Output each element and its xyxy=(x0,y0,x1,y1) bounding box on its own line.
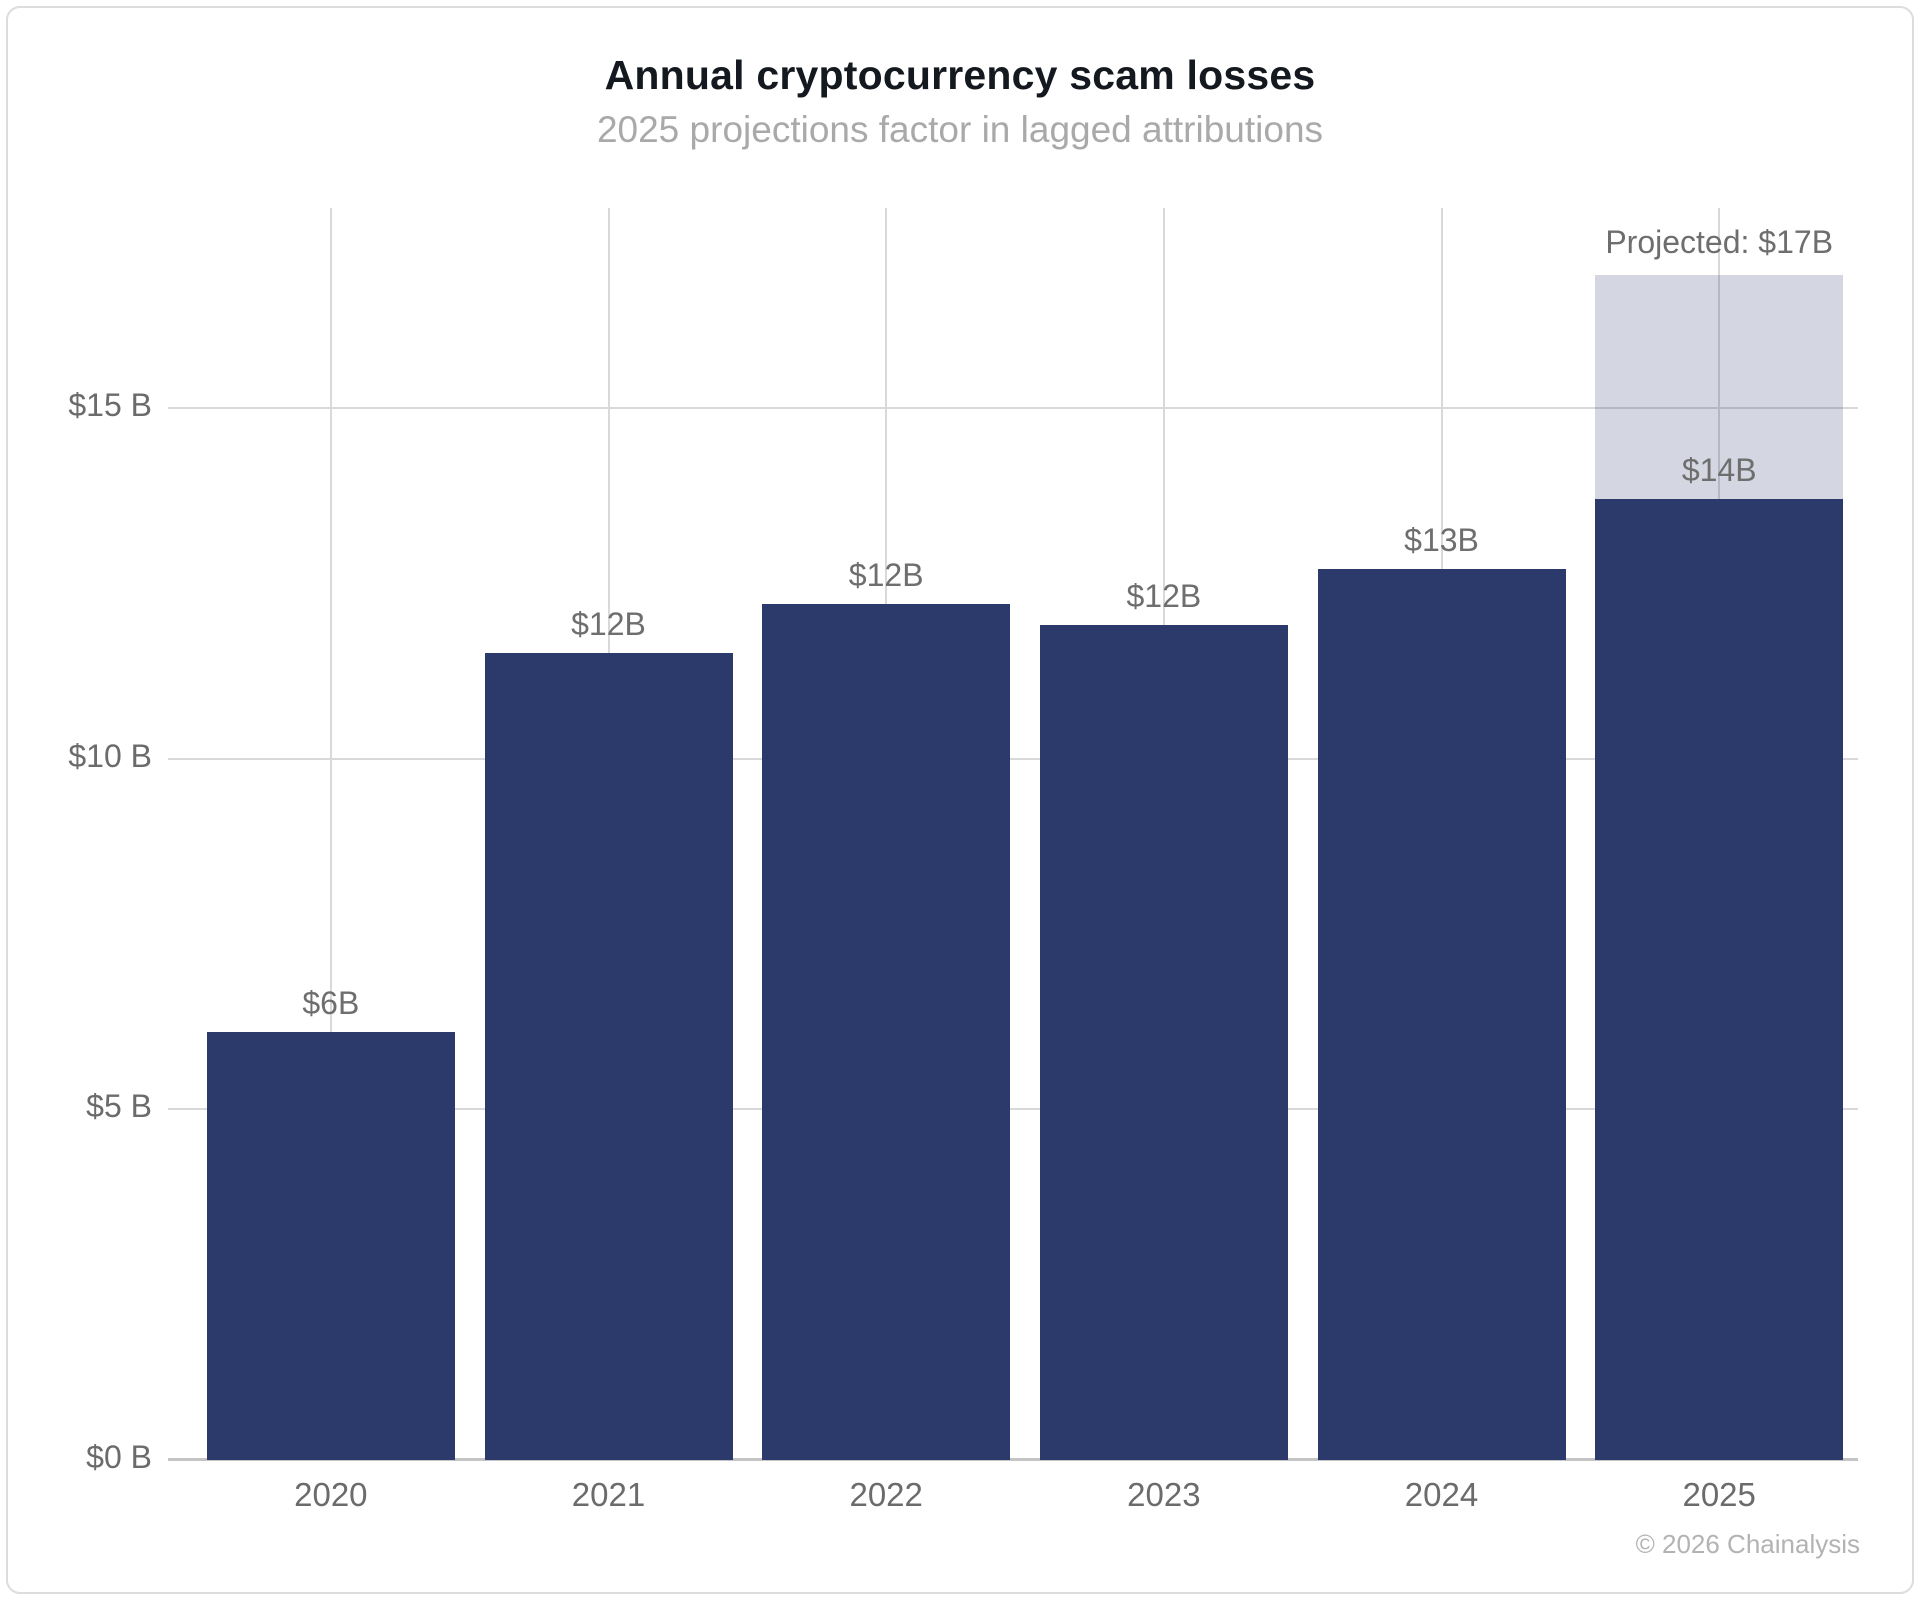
chart-title: Annual cryptocurrency scam losses xyxy=(604,52,1316,98)
bar-2021 xyxy=(484,653,733,1460)
plot-area: $0 B $5 B $10 B $15 B $6B 2020 $12B 2021 $12B 202… xyxy=(68,208,1858,1513)
y-tick-label-5b: $5 B xyxy=(86,1088,152,1125)
bar-2023 xyxy=(1039,625,1288,1460)
category-2023: $12B 2023 xyxy=(1025,208,1303,1513)
category-2022: $12B 2022 xyxy=(747,208,1025,1513)
x-axis-label-2020: 2020 xyxy=(294,1476,368,1513)
x-axis-label-2023: 2023 xyxy=(1127,1476,1201,1513)
gridline-10b xyxy=(168,757,1858,760)
bar-value-label-2020: $6B xyxy=(302,985,360,1022)
bar-2024 xyxy=(1317,569,1566,1460)
bar-stack-2024 xyxy=(1317,569,1566,1460)
bars-container: $6B 2020 $12B 2021 $12B 2022 $12B 2023 $13B 2024 $… xyxy=(168,208,1858,1513)
bar-projected-segment-2025 xyxy=(1595,274,1844,500)
projected-annotation: Projected: $17B xyxy=(1605,223,1834,260)
y-tick-label-0b: $0 B xyxy=(86,1439,152,1475)
bar-value-label-2025: $14B xyxy=(1681,452,1757,489)
y-tick-label-10b: $10 B xyxy=(68,737,152,774)
bar-2025 xyxy=(1595,499,1844,1460)
bar-stack-2022 xyxy=(762,604,1011,1460)
gridline-15b xyxy=(168,406,1858,409)
chart-card: Annual cryptocurrency scam losses 2025 p… xyxy=(6,6,1914,1594)
bar-stack-2023 xyxy=(1039,625,1288,1460)
chart-subtitle: 2025 projections factor in lagged attrib… xyxy=(596,109,1324,151)
x-axis-line xyxy=(168,1458,1858,1461)
bar-value-label-2024: $13B xyxy=(1404,522,1479,559)
bar-value-label-2021: $12B xyxy=(571,606,646,643)
y-tick-label-15b: $15 B xyxy=(68,386,152,423)
category-2025: $14B Projected: $17B 2025 xyxy=(1580,208,1858,1513)
bar-value-label-2022: $12B xyxy=(848,557,924,594)
category-2020: $6B 2020 xyxy=(192,208,470,1513)
copyright-text: © 2026 Chainalysis xyxy=(1635,1529,1860,1559)
bar-stack-2021 xyxy=(484,653,733,1460)
bar-stack-2025 xyxy=(1595,274,1844,1460)
category-2021: $12B 2021 xyxy=(470,208,748,1513)
gridline-5b xyxy=(168,1108,1858,1111)
bar-value-label-2023: $12B xyxy=(1126,578,1202,615)
x-axis-label-2022: 2022 xyxy=(849,1476,923,1513)
category-2024: $13B 2024 xyxy=(1303,208,1581,1513)
x-axis-label-2021: 2021 xyxy=(571,1476,646,1513)
bar-stack-2020 xyxy=(206,1032,455,1460)
x-axis-label-2025: 2025 xyxy=(1682,1476,1756,1513)
bar-2020 xyxy=(206,1032,455,1460)
bar-2022 xyxy=(762,604,1011,1460)
x-axis-label-2024: 2024 xyxy=(1404,1476,1479,1513)
vertical-gridline-2020 xyxy=(329,208,332,1460)
chart-header: Annual cryptocurrency scam losses 2025 p… xyxy=(8,52,1912,152)
